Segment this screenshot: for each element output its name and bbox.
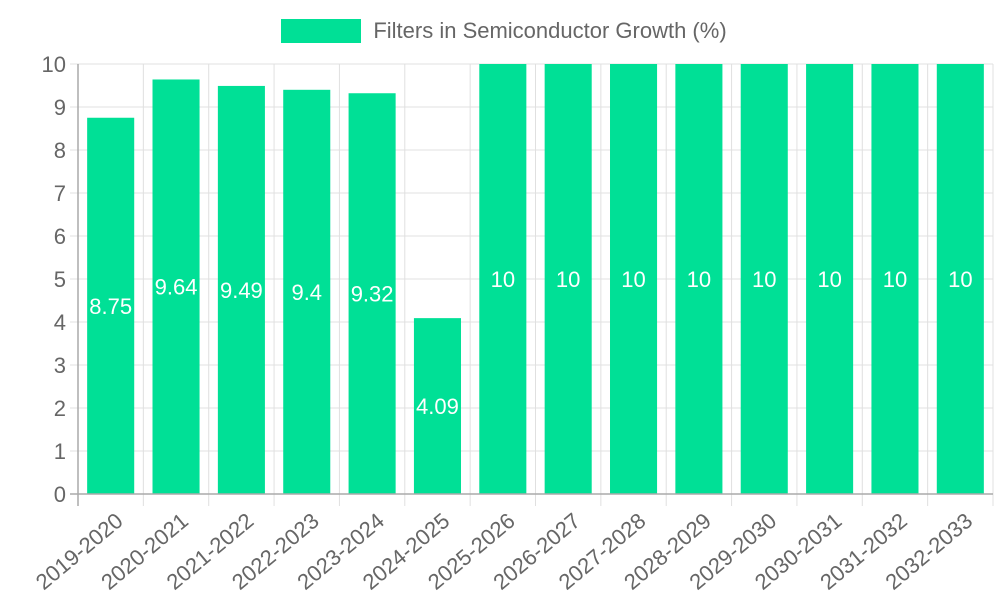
- bar[interactable]: [544, 64, 592, 494]
- bar[interactable]: [936, 64, 984, 494]
- y-tick-label: 8: [54, 138, 66, 163]
- y-axis-ticks: 0 1 2 3 4 5 6 7 8 9 10: [42, 52, 66, 507]
- y-tick-label: 2: [54, 396, 66, 421]
- data-label: 10: [948, 267, 972, 292]
- legend-swatch: [281, 19, 362, 43]
- y-tick-label: 4: [54, 310, 66, 335]
- y-tick-label: 5: [54, 267, 66, 292]
- bar[interactable]: [675, 64, 723, 494]
- y-tick-label: 9: [54, 95, 66, 120]
- data-label: 10: [556, 267, 580, 292]
- data-label: 10: [687, 267, 711, 292]
- data-label: 10: [883, 267, 907, 292]
- legend-label: Filters in Semiconductor Growth (%): [373, 18, 727, 43]
- axes: [70, 64, 993, 506]
- data-label: 10: [621, 267, 645, 292]
- data-label: 9.32: [351, 282, 394, 307]
- chart-legend[interactable]: Filters in Semiconductor Growth (%): [0, 18, 1000, 44]
- data-label: 9.64: [155, 275, 198, 300]
- data-label: 9.49: [220, 278, 263, 303]
- data-label: 10: [752, 267, 776, 292]
- bar[interactable]: [283, 89, 331, 495]
- y-tick-label: 1: [54, 439, 66, 464]
- data-label: 9.4: [291, 280, 322, 305]
- bar[interactable]: [217, 85, 265, 495]
- bar[interactable]: [87, 117, 135, 494]
- y-tick-label: 0: [54, 482, 66, 507]
- gridlines: [70, 63, 994, 506]
- data-label: 4.09: [416, 394, 459, 419]
- bar[interactable]: [740, 64, 788, 494]
- x-axis-ticks: 2019-20202020-20212021-20222022-20232023…: [31, 508, 977, 595]
- bars: [87, 64, 984, 495]
- data-label: 10: [491, 267, 515, 292]
- y-tick-label: 6: [54, 224, 66, 249]
- data-labels: 8.75 9.64 9.49 9.4 9.32 4.09 10 10 10 10 10 10 10 10: [89, 267, 972, 419]
- y-tick-label: 3: [54, 353, 66, 378]
- bar[interactable]: [152, 79, 200, 494]
- bar[interactable]: [348, 93, 396, 495]
- data-label: 8.75: [89, 294, 132, 319]
- bar[interactable]: [871, 64, 919, 494]
- y-tick-label: 7: [54, 181, 66, 206]
- bar[interactable]: [806, 64, 854, 494]
- bar[interactable]: [610, 64, 658, 494]
- y-tick-label: 10: [42, 52, 66, 77]
- bar[interactable]: [479, 64, 527, 494]
- data-label: 10: [817, 267, 841, 292]
- bar[interactable]: [413, 318, 461, 494]
